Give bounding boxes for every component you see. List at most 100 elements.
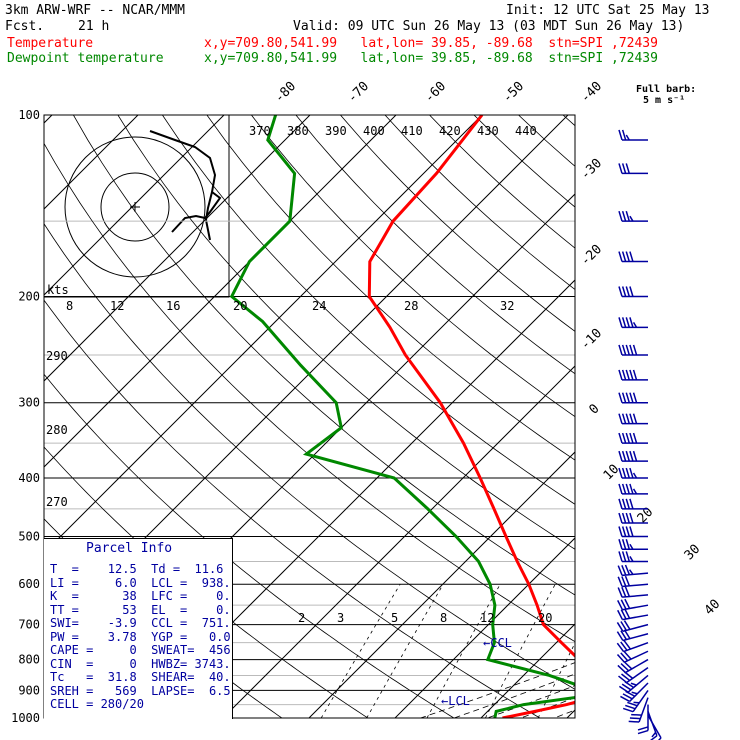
dry-adiabat-310 bbox=[44, 142, 575, 643]
isotherm-label: -40 bbox=[578, 79, 605, 106]
isotherm-label: 30 bbox=[682, 542, 704, 564]
wind-barb bbox=[618, 413, 648, 425]
wind-barb bbox=[617, 598, 649, 611]
wind-barb bbox=[616, 620, 649, 633]
parcel-info-panel: Parcel Info T = 12.5 Td = 11.6 LI = 6.0 L… bbox=[44, 538, 233, 719]
isotherm-label: -20 bbox=[578, 242, 605, 269]
parcel-info-row: TT = 53 EL = 0. bbox=[50, 602, 231, 617]
isotherm-label: 10 bbox=[601, 462, 623, 484]
wind-barb bbox=[618, 286, 648, 298]
wind-barb bbox=[618, 467, 648, 479]
isotherm-10 bbox=[480, 623, 575, 718]
theta-label: 400 bbox=[363, 124, 385, 138]
hodo-speed-label: kts bbox=[47, 283, 69, 297]
hodo-speed-label: 20 bbox=[233, 299, 247, 313]
dewpoint-line bbox=[229, 115, 575, 718]
pressure-label-100: 100 bbox=[18, 108, 40, 122]
moist-adiabat-4 bbox=[452, 673, 575, 718]
hodograph-ring-outer bbox=[64, 136, 206, 278]
isotherm--20 bbox=[222, 365, 575, 718]
dry-adiabat-380 bbox=[340, 115, 575, 332]
dry-adiabat-330 bbox=[117, 115, 575, 550]
pressure-label-200: 200 bbox=[18, 290, 40, 304]
moist-adiabat-32 bbox=[657, 297, 740, 731]
dry-adiabat-280 bbox=[44, 373, 455, 718]
parcel-info-row: T = 12.5 Td = 11.6 bbox=[50, 562, 224, 576]
mixing-ratio-label: 12 bbox=[480, 611, 494, 625]
dry-adiabat-390 bbox=[384, 115, 575, 290]
theta-label: 410 bbox=[401, 124, 423, 138]
mixing-ratio-label: 8 bbox=[440, 611, 447, 625]
wind-barb bbox=[618, 317, 648, 329]
dry-adiabat-350 bbox=[206, 115, 575, 461]
wind-barb bbox=[617, 575, 649, 588]
hodograph-inset bbox=[43, 114, 230, 298]
mixing-ratio-label: 3 bbox=[337, 611, 344, 625]
moist-adiabat-0 bbox=[419, 662, 575, 718]
hodograph-box bbox=[43, 114, 230, 298]
parcel-info-row: CAPE = 0 SWEAT= 456 bbox=[50, 643, 231, 657]
hodo-speed-label: 16 bbox=[166, 299, 180, 313]
parcel-info-title: Parcel Info bbox=[86, 541, 173, 556]
wind-barb bbox=[618, 498, 648, 510]
parcel-info-row: Tc = 31.8 SHEAR= 40. bbox=[50, 670, 231, 684]
wind-barb bbox=[618, 369, 648, 381]
wind-barb bbox=[618, 344, 648, 356]
model-title: 3km ARW-WRF -- NCAR/MMM bbox=[5, 3, 186, 18]
theta-left-label: 270 bbox=[46, 495, 68, 509]
wind-barb bbox=[618, 392, 648, 404]
theta-label: 420 bbox=[439, 124, 461, 138]
parcel-info-row: SREH = 569 LAPSE= 6.5 bbox=[50, 683, 231, 698]
parcel-info-row: SWI= -3.9 CCL = 751. bbox=[50, 616, 231, 630]
theta-label: 430 bbox=[477, 124, 499, 138]
parcel-info-row: LI = 6.0 LCL = 938. bbox=[50, 575, 231, 590]
pressure-label-500: 500 bbox=[18, 529, 40, 543]
isotherm-label: 0 bbox=[586, 401, 602, 417]
pressure-label-300: 300 bbox=[18, 396, 40, 410]
isotherm-label: -70 bbox=[345, 79, 372, 106]
wind-barb bbox=[618, 539, 648, 551]
wind-barb bbox=[618, 483, 648, 495]
isotherm--70 bbox=[44, 115, 397, 468]
wind-barb bbox=[618, 163, 648, 175]
wind-barb bbox=[622, 689, 649, 713]
isotherm-label: 40 bbox=[702, 597, 724, 619]
theta-label: 370 bbox=[249, 124, 271, 138]
dry-adiabat-460 bbox=[697, 115, 740, 731]
wind-barb bbox=[618, 432, 648, 444]
mixing-ratio-label: 5 bbox=[391, 611, 398, 625]
moist-adiabat-12 bbox=[519, 697, 575, 718]
isotherm-20 bbox=[566, 709, 575, 718]
pressure-label-800: 800 bbox=[18, 653, 40, 667]
wind-barb bbox=[618, 210, 648, 222]
wind-barb bbox=[618, 667, 649, 684]
dry-adiabat-340 bbox=[162, 115, 575, 505]
ccl-marker: ←CCL bbox=[483, 636, 512, 650]
full-barb-value: 5 m s⁻¹ bbox=[643, 95, 685, 106]
isotherm-label: -10 bbox=[578, 326, 605, 353]
wind-barb bbox=[617, 658, 649, 674]
wind-barb bbox=[618, 129, 648, 141]
temperature-legend: Temperature bbox=[7, 36, 94, 51]
hodo-speed-label: 12 bbox=[110, 299, 124, 313]
pressure-label-600: 600 bbox=[18, 577, 40, 591]
parcel-info-row: K = 38 LFC = 0. bbox=[50, 589, 231, 603]
dry-adiabat-410 bbox=[473, 115, 575, 208]
wind-barb bbox=[618, 526, 648, 538]
wind-barb bbox=[617, 564, 649, 577]
isotherm-0 bbox=[394, 537, 575, 718]
mixing-ratio-label: 2 bbox=[298, 611, 305, 625]
dry-adiabat-230 bbox=[0, 115, 39, 731]
wind-barb bbox=[637, 704, 649, 735]
wind-barb bbox=[618, 512, 648, 524]
moist-adiabat-24 bbox=[589, 297, 740, 731]
isotherm--60 bbox=[44, 115, 483, 554]
init-time: Init: 12 UTC Sat 25 May 13 bbox=[506, 3, 710, 18]
isotherm--30 bbox=[136, 279, 575, 718]
wind-barb bbox=[617, 608, 649, 621]
dry-adiabat-370 bbox=[295, 115, 575, 375]
mixing-ratio-label: 20 bbox=[538, 611, 552, 625]
wind-barb bbox=[647, 711, 658, 740]
wind-barb bbox=[617, 586, 649, 598]
isotherm--10 bbox=[308, 451, 575, 718]
